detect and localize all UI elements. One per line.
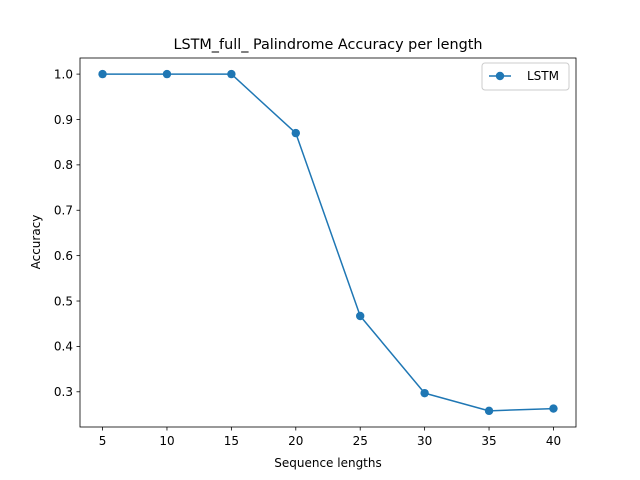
- x-tick-label: 5: [99, 434, 107, 448]
- y-tick-label: 0.5: [54, 294, 73, 308]
- y-axis-label: Accuracy: [29, 215, 43, 270]
- legend-box: [481, 62, 570, 91]
- legend: LSTM: [481, 62, 570, 91]
- data-point: [291, 128, 300, 138]
- y-tick-label: 0.3: [54, 385, 73, 399]
- y-tick-label: 0.9: [54, 113, 73, 127]
- data-point: [227, 69, 236, 79]
- legend-marker-swatch: [495, 71, 505, 81]
- legend-entry-lstm: LSTM: [527, 69, 559, 83]
- x-tick-label: 10: [159, 434, 174, 448]
- plot-area: 5 10 15 20 25 30 35 40 0.3 0.4 0.5 0.6 0.7 0.8 0.9 1.0: [54, 57, 577, 448]
- x-tick-label: 40: [546, 434, 561, 448]
- x-tick-label: 20: [288, 434, 303, 448]
- y-tick-label: 0.6: [54, 249, 73, 263]
- data-point: [356, 311, 365, 321]
- x-tick-label: 30: [417, 434, 432, 448]
- series-line-lstm: [102, 73, 554, 412]
- y-tick-label: 0.4: [54, 340, 73, 354]
- x-axis-label: Sequence lengths: [274, 456, 382, 470]
- data-point: [162, 69, 172, 79]
- x-tick-label: 15: [224, 434, 239, 448]
- data-point: [484, 406, 494, 416]
- axes-frame: [79, 57, 577, 428]
- y-tick-label: 1.0: [54, 67, 73, 81]
- y-tick-label: 0.8: [54, 158, 73, 172]
- x-tick-label: 25: [353, 434, 368, 448]
- x-tick-label: 35: [481, 434, 496, 448]
- chart-title: LSTM_full_ Palindrome Accuracy per lengt…: [173, 37, 482, 53]
- data-point: [549, 404, 558, 413]
- y-tick-label: 0.7: [54, 204, 73, 218]
- data-point: [98, 69, 107, 79]
- data-point: [420, 388, 429, 398]
